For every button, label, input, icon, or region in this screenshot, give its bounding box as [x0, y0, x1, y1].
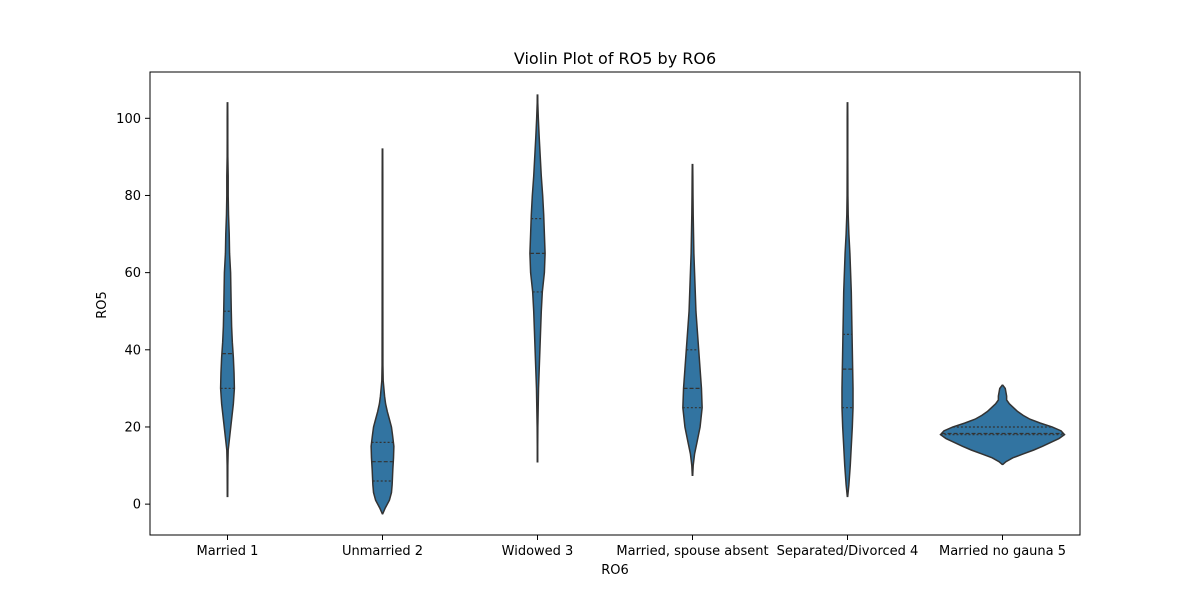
y-tick-label: 0	[133, 498, 141, 513]
violin-body	[682, 163, 703, 476]
y-tick-label: 40	[124, 343, 141, 358]
y-tick-label: 80	[124, 189, 141, 204]
y-axis-label: RO5	[95, 291, 110, 319]
y-tick-label: 20	[124, 420, 141, 435]
x-tick-label: Married no gauna 5	[939, 544, 1066, 559]
violin-body	[939, 384, 1066, 466]
x-axis: Married 1 Unmarried 2 Widowed 3 Married, sp…	[197, 535, 1066, 559]
x-tick-label: Widowed 3	[502, 544, 574, 559]
y-axis: 0 20 40 60 80 100	[116, 112, 150, 513]
chart-title: Violin Plot of RO5 by RO6	[514, 49, 716, 68]
plot-area	[149, 71, 1081, 536]
y-tick-label: 60	[124, 266, 141, 281]
plot-frame	[149, 71, 1081, 536]
x-tick-label: Separated/Divorced 4	[777, 544, 919, 559]
y-tick-label: 100	[116, 112, 141, 127]
x-tick-label: Unmarried 2	[342, 544, 423, 559]
violin-body	[841, 102, 854, 498]
x-axis-label: RO6	[601, 563, 629, 578]
violin-body	[529, 94, 546, 463]
violin-body	[219, 102, 236, 498]
violin-body	[370, 148, 395, 515]
x-tick-label: Married, spouse absent	[616, 544, 768, 559]
x-tick-label: Married 1	[197, 544, 259, 559]
